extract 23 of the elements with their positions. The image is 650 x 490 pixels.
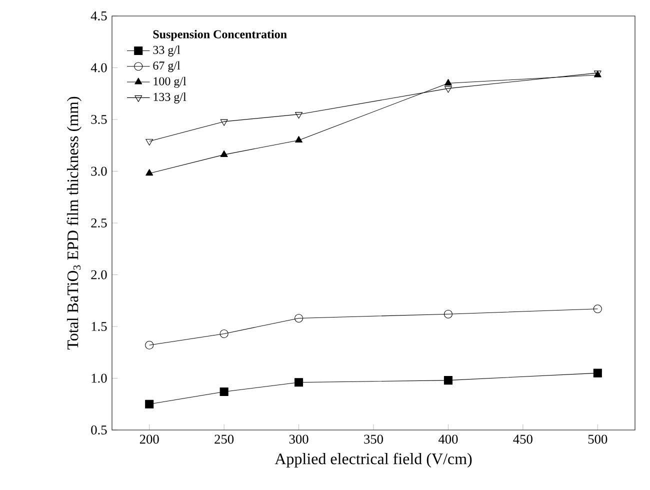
y-tick-label: 1.5 <box>92 322 107 331</box>
y-tick-label: 3.5 <box>91 114 107 124</box>
x-axis-title: Applied electrical field (V/cm) <box>274 452 472 468</box>
y-tick-label: 3.0 <box>91 166 107 176</box>
legend-label: 67 g/l <box>153 61 180 72</box>
y-tick-label: 2.5 <box>91 218 107 228</box>
x-tick-label: 400 <box>438 434 458 444</box>
legend-label: 33 g/l <box>153 46 180 56</box>
y-tick-label: 4.5 <box>90 12 107 20</box>
x-tick-label: 250 <box>214 434 234 444</box>
legend-title: Suspension Concentration <box>153 30 287 41</box>
x-tick-label: 200 <box>140 434 159 444</box>
y-tick-label: 0.5 <box>91 425 107 435</box>
legend-label: 100 g/l <box>154 76 186 88</box>
y-tick-label: 2.0 <box>91 270 107 280</box>
y-tick-label: 4.0 <box>90 63 107 72</box>
x-tick-label: 350 <box>364 434 384 444</box>
y-axis-title: Total BaTiO$_{3}$ EPD film thickness (mm) <box>66 96 82 350</box>
x-tick-label: 450 <box>513 434 532 444</box>
x-tick-label: 300 <box>289 434 308 444</box>
x-tick-label: 500 <box>588 434 608 444</box>
legend-label: 133 g/l <box>154 92 186 104</box>
y-tick-label: 1.0 <box>92 374 107 383</box>
